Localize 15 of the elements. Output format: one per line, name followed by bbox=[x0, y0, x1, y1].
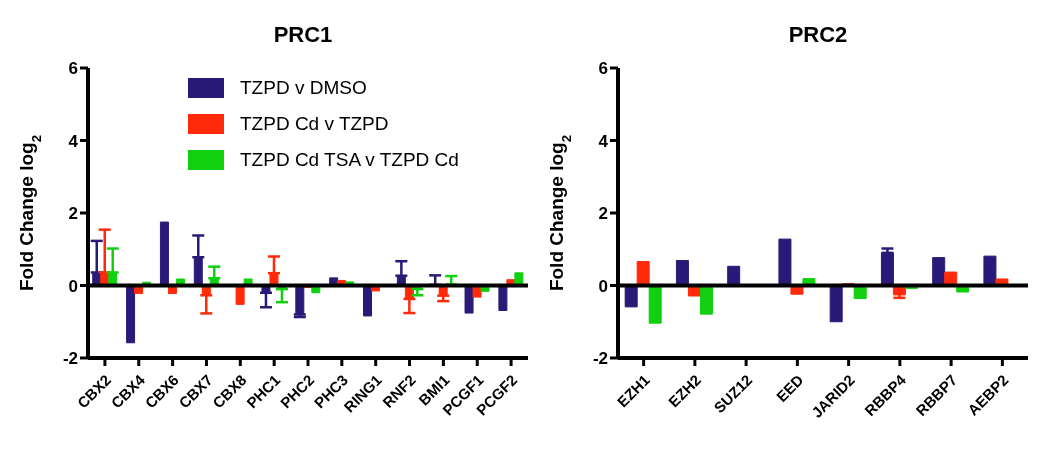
legend-label: TZPD Cd v TZPD bbox=[240, 113, 389, 135]
y-tick-label: 6 bbox=[598, 59, 608, 79]
y-tick-label: -2 bbox=[592, 349, 608, 369]
y-tick-label: 4 bbox=[68, 131, 79, 151]
chart-title: PRC2 bbox=[787, 22, 849, 48]
y-tick-label: 0 bbox=[598, 276, 608, 296]
y-tick-label: -2 bbox=[62, 349, 78, 369]
legend-label: TZPD v DMSO bbox=[240, 77, 367, 99]
legend-label: TZPD Cd TSA v TZPD Cd bbox=[240, 149, 459, 171]
chart-title: PRC1 bbox=[272, 22, 334, 48]
y-tick-label: 6 bbox=[68, 59, 78, 79]
y-tick-label: 2 bbox=[598, 204, 608, 224]
y-tick-label: 0 bbox=[68, 276, 78, 296]
y-tick-label: 2 bbox=[68, 204, 78, 224]
y-tick-label: 4 bbox=[598, 131, 609, 151]
